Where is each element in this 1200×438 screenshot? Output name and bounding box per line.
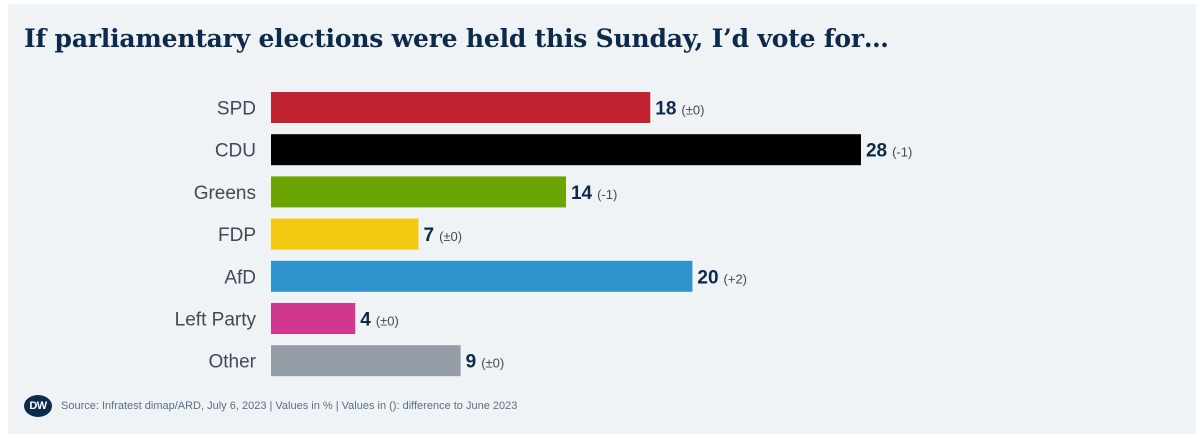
value-label-greens: 14 (-1) xyxy=(571,183,617,204)
bar-greens xyxy=(271,176,566,208)
bar-cdu xyxy=(271,134,861,166)
category-label-greens: Greens xyxy=(194,183,256,204)
bar-spd xyxy=(271,92,651,123)
footer: DW Source: Infratest dimap/ARD, July 6, … xyxy=(24,395,517,417)
value-label-fdp: 7 (±0) xyxy=(423,225,462,246)
category-label-left-party: Left Party xyxy=(175,310,257,331)
category-label-other: Other xyxy=(208,352,256,373)
bar-fdp xyxy=(271,218,419,250)
chart-card xyxy=(8,4,1196,434)
category-label-cdu: CDU xyxy=(215,141,256,162)
source-note: Source: Infratest dimap/ARD, July 6, 202… xyxy=(61,400,518,412)
category-label-afd: AfD xyxy=(224,267,256,288)
bar-left-party xyxy=(271,303,356,334)
chart-title: If parliamentary elections were held thi… xyxy=(24,24,889,53)
value-label-afd: 20 (+2) xyxy=(697,267,747,288)
value-label-spd: 18 (±0) xyxy=(655,99,704,120)
value-label-left-party: 4 (±0) xyxy=(360,310,399,331)
value-label-cdu: 28 (-1) xyxy=(866,141,912,162)
bar-other xyxy=(271,345,461,377)
category-label-fdp: FDP xyxy=(218,225,256,246)
category-label-spd: SPD xyxy=(217,99,256,120)
value-label-other: 9 (±0) xyxy=(466,352,505,373)
dw-logo: DW xyxy=(24,395,52,417)
bar-afd xyxy=(271,260,693,292)
